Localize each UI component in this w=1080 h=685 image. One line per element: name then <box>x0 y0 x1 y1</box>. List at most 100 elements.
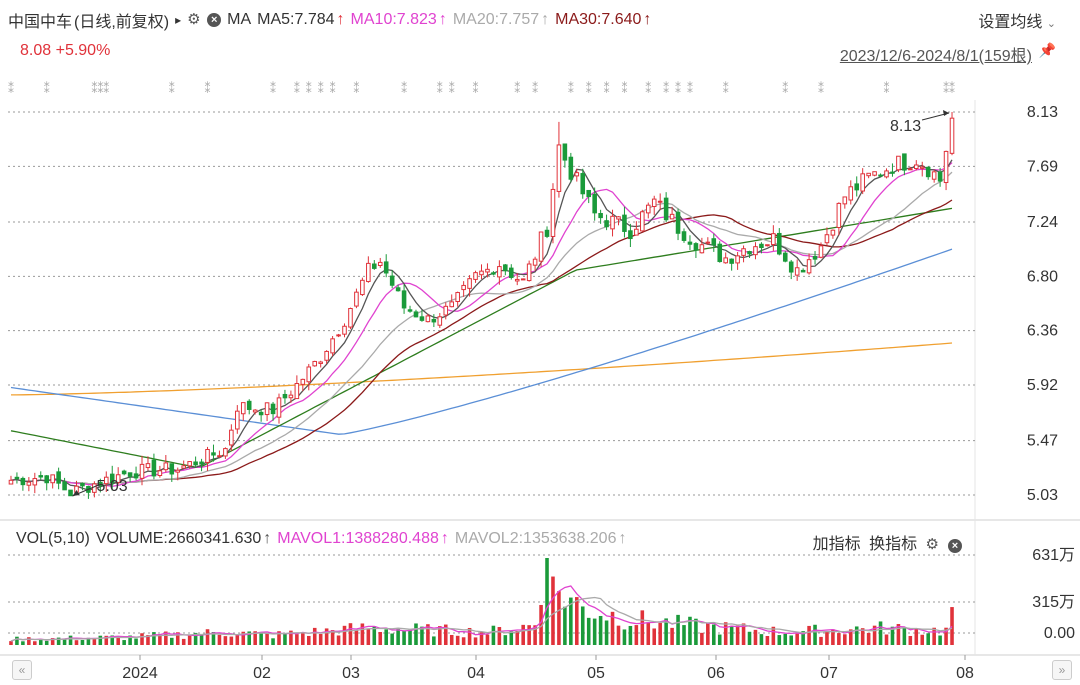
price-tick-label: 8.13 <box>1027 104 1058 121</box>
volume-bar <box>890 626 895 645</box>
scroll-right-button[interactable]: » <box>1052 660 1072 680</box>
play-icon[interactable]: ▸ <box>175 13 182 27</box>
volume-bar <box>771 626 776 645</box>
candle-body <box>8 479 14 485</box>
high-arrow-head <box>943 110 950 116</box>
event-marker: ⁑ <box>91 81 97 96</box>
date-range[interactable]: 2023/12/6-2024/8/1(159根) <box>839 48 1032 65</box>
candle-body <box>586 189 591 198</box>
candle-body <box>598 213 603 219</box>
volume-bar <box>312 627 317 645</box>
candle-body <box>229 429 234 446</box>
volume-bar <box>80 639 85 645</box>
candle-body <box>300 378 306 385</box>
volume-bar <box>193 632 198 645</box>
volume-bar <box>104 635 109 645</box>
volume-bar <box>926 633 930 645</box>
volume-bar <box>473 637 478 645</box>
add-indicator-button[interactable]: 加指标 <box>812 536 861 553</box>
volume-bar <box>181 638 186 645</box>
candle-body <box>401 290 407 309</box>
event-marker: ⁑ <box>514 81 520 96</box>
candle-body <box>354 291 359 307</box>
volume-bar <box>372 626 377 645</box>
close-icon[interactable]: × <box>207 13 222 27</box>
candle-body <box>211 452 216 456</box>
volume-bar <box>289 630 293 645</box>
candle-body <box>473 272 478 280</box>
volume-bar <box>777 635 782 645</box>
volume-bar <box>74 640 79 645</box>
chevron-down-icon: ⌄ <box>1046 18 1056 30</box>
pin-icon[interactable]: 📌 <box>1038 42 1056 58</box>
gear-icon[interactable]: ⚙ <box>925 536 939 553</box>
volume-bar <box>801 631 805 645</box>
ma20-value: MA20:7.757 <box>452 11 540 28</box>
volume-bar <box>414 623 418 645</box>
event-marker: ⁑ <box>473 81 479 96</box>
candle-body <box>711 238 717 246</box>
candle-body <box>735 255 740 264</box>
volume-bar <box>62 638 67 645</box>
candle-body <box>532 258 538 266</box>
event-marker: ⁑ <box>294 81 300 96</box>
event-marker: ⁑ <box>44 81 50 96</box>
scroll-left-button[interactable]: « <box>12 660 32 680</box>
candle-body <box>771 233 776 246</box>
volume-bar <box>735 625 740 645</box>
ma5-line <box>10 159 953 491</box>
close-icon[interactable]: × <box>948 539 962 553</box>
candle-body <box>884 170 889 178</box>
candle-body <box>246 400 252 410</box>
candle-body <box>681 231 687 241</box>
ma60-line <box>10 207 953 468</box>
candle-body <box>842 196 848 205</box>
ma250-line <box>11 342 953 396</box>
candle-body <box>407 309 413 312</box>
ma120-line <box>10 248 953 435</box>
volume-bar <box>175 632 180 645</box>
candle-body <box>544 229 550 237</box>
candle-body <box>830 229 836 236</box>
candle-body <box>169 463 175 475</box>
candle-body <box>640 211 645 232</box>
candle-body <box>139 463 145 479</box>
candle-body <box>419 316 425 321</box>
candle-body <box>151 459 157 477</box>
volume-bar <box>729 625 734 645</box>
event-marker: ⁑ <box>318 81 324 96</box>
switch-indicator-button[interactable]: 换指标 <box>869 536 918 553</box>
event-marker: ⁑ <box>437 81 443 96</box>
candle-body <box>336 334 341 337</box>
volume-bar <box>27 637 31 645</box>
ma-settings-button[interactable]: 设置均线 ⌄ <box>978 8 1056 32</box>
candle-body <box>103 476 109 485</box>
volume-bar <box>747 631 752 645</box>
volume-tick-label: 315万 <box>1032 594 1075 611</box>
candle-body <box>121 470 127 475</box>
candle-body <box>461 284 466 291</box>
vol-label: VOL(5,10) <box>16 530 90 547</box>
candle-body <box>622 214 627 232</box>
event-marker: ⁑ <box>8 81 14 96</box>
high-label: 8.13 <box>890 118 921 135</box>
candle-body <box>282 393 288 399</box>
volume-bar <box>557 591 561 645</box>
volume-bar <box>860 628 865 645</box>
mavol1-arrow: ↑ <box>440 530 449 547</box>
volume-bar <box>110 635 115 645</box>
candle-body <box>651 198 657 208</box>
x-tick-label: 07 <box>820 665 838 682</box>
gear-icon[interactable]: ⚙ <box>187 11 201 28</box>
candle-body <box>306 366 312 383</box>
volume-bar <box>378 631 383 645</box>
candle-body <box>377 261 383 266</box>
volume-bar <box>384 629 388 645</box>
candle-body <box>896 155 901 171</box>
volume-bar <box>408 629 412 645</box>
candle-body <box>919 166 925 169</box>
candle-body <box>687 241 693 245</box>
candle-body <box>723 257 728 264</box>
candle-body <box>693 243 699 251</box>
